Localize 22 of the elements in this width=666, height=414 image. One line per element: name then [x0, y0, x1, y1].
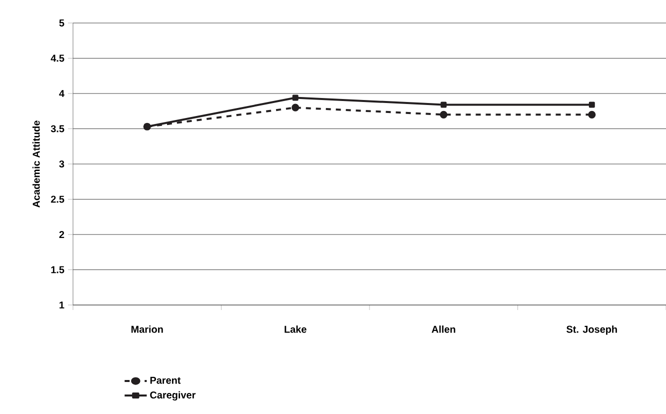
- y-tick-label: 1.5: [51, 266, 64, 274]
- x-tick-label: St. Joseph: [566, 326, 617, 335]
- y-tick-label: 2: [59, 231, 64, 238]
- y-tick-label: 3: [59, 160, 64, 168]
- point: [440, 110, 448, 118]
- point: [588, 110, 596, 118]
- point: [292, 104, 300, 112]
- point: [292, 94, 298, 101]
- legend-label: Parent: [150, 376, 181, 384]
- y-tick-label: 4.5: [50, 54, 64, 62]
- x-tick-label: Lake: [284, 326, 306, 333]
- x-tick-label: Marion: [131, 326, 163, 333]
- y-tick-label: 3.5: [50, 125, 64, 132]
- y-axis-title: Academic Attitude: [32, 120, 40, 208]
- y-tick-label: 1: [60, 302, 64, 308]
- point: [588, 102, 595, 108]
- x-tick-label: Allen: [432, 326, 456, 333]
- y-tick-label: 2.5: [50, 196, 64, 203]
- legend-label: Caregiver: [150, 391, 196, 401]
- y-tick-label: 4: [59, 90, 64, 97]
- y-tick-label: 5: [59, 20, 64, 26]
- point: [440, 102, 447, 108]
